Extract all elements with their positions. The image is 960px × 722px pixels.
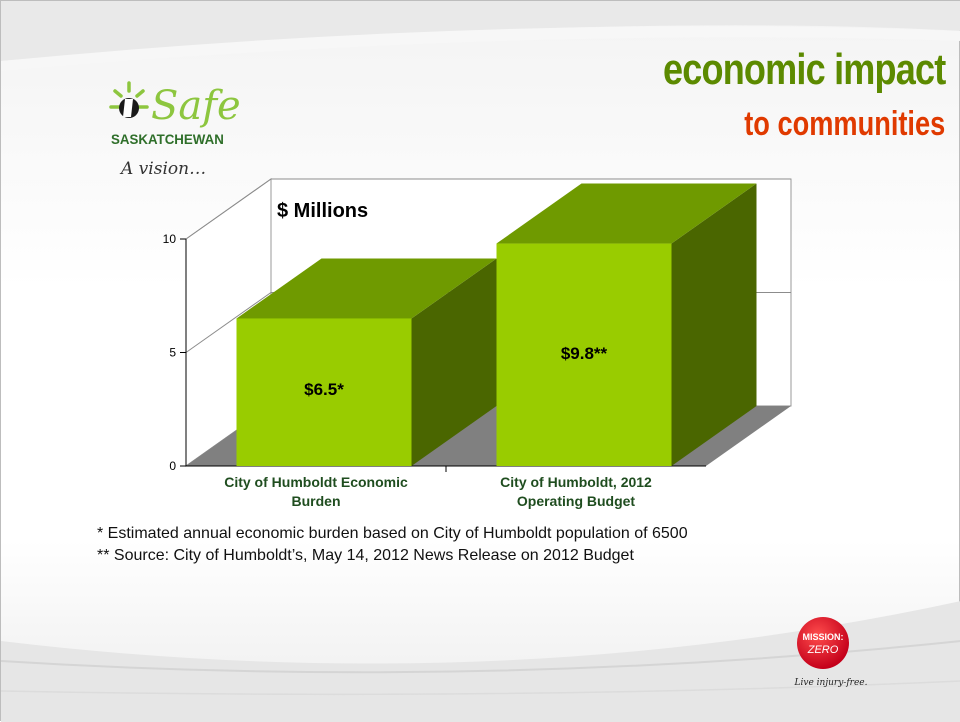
- y-tick-label-2: 10: [163, 232, 177, 246]
- data-label-0: $6.5*: [304, 380, 344, 399]
- bar-front-0: [236, 318, 412, 466]
- logo-tagline: A vision…: [121, 159, 207, 179]
- bar-side-1: [671, 183, 757, 467]
- bar-side-0: [411, 258, 497, 466]
- safe-sun-icon: Safe: [109, 81, 241, 129]
- x-tick-label-0-0: City of Humboldt Economic: [224, 474, 408, 490]
- footnote-1: * Estimated annual economic burden based…: [97, 525, 688, 542]
- data-label-1: $9.8**: [561, 344, 608, 363]
- badge-line1: MISSION:: [802, 632, 843, 642]
- y-tick-label-0: 0: [169, 459, 176, 473]
- x-tick-label-1-0: City of Humboldt, 2012: [500, 474, 652, 490]
- bar-top-0: [236, 258, 497, 319]
- bar-0: $6.5*: [236, 258, 497, 466]
- x-tick-label-0-1: Burden: [292, 493, 341, 509]
- footnotes: * Estimated annual economic burden based…: [97, 523, 857, 567]
- safe-saskatchewan-logo: Safe SASKATCHEWAN A vision…: [107, 75, 267, 183]
- bar-chart: 0 5 10 City of Humboldt Economic Burden City …: [163, 178, 792, 509]
- logo-wordmark: SASKATCHEWAN: [111, 131, 224, 147]
- chart-title: $ Millions: [277, 200, 368, 222]
- gridline-2: [185, 178, 791, 240]
- x-tick-label-1-1: Operating Budget: [517, 493, 636, 509]
- badge-tagline: Live injury-free.: [794, 678, 868, 688]
- bar-1: $9.8**: [496, 183, 757, 467]
- bar-top-1: [496, 183, 757, 244]
- y-tick-label-1: 5: [169, 346, 176, 360]
- slide-subtitle: to communities: [744, 105, 945, 143]
- mission-zero-badge: MISSION: ZERO Live injury-free.: [794, 617, 868, 688]
- mission-zero-icon: [797, 617, 849, 669]
- logo-safe-text: Safe: [151, 83, 241, 129]
- bar-front-1: [496, 243, 672, 466]
- slide-title: economic impact: [662, 45, 946, 94]
- footnote-2: ** Source: City of Humboldt’s, May 14, 2…: [97, 547, 634, 564]
- badge-line2: ZERO: [807, 644, 839, 656]
